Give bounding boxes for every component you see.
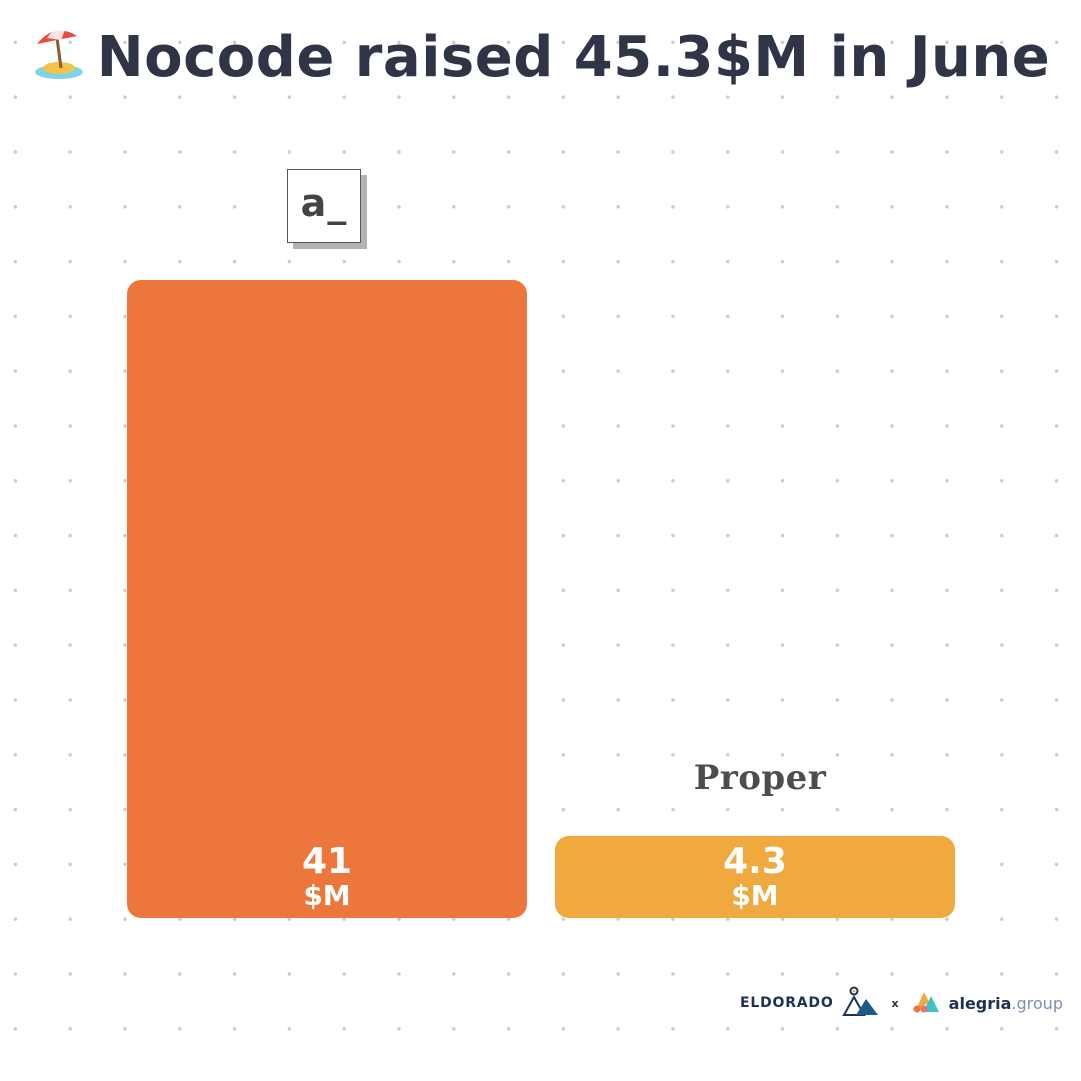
bar-value-label: 4.3 $M <box>555 844 955 910</box>
mountain-icon <box>841 986 880 1020</box>
title-text: Nocode raised 45.3$M in June <box>96 25 1051 90</box>
brand-separator: x <box>891 996 899 1010</box>
page-title: Nocode raised 45.3$M in June <box>0 22 1081 90</box>
alegria-brand: alegria <box>948 993 1012 1013</box>
bar-value-label: 41 $M <box>127 844 527 910</box>
alegria-brand-suffix: .group <box>1011 993 1063 1013</box>
footer-brands: ELDORADO x alegria .group <box>740 985 1063 1021</box>
airtable-logo: a_ <box>287 169 361 243</box>
bar-value-number: 41 <box>301 841 353 882</box>
bar-airtable <box>127 280 527 918</box>
beach-umbrella-icon <box>31 22 87 82</box>
bar-proper <box>555 836 955 918</box>
alegria-icon <box>911 988 941 1018</box>
eldorado-brand: ELDORADO <box>740 995 834 1011</box>
proper-logo: Proper <box>693 758 827 798</box>
bar-value-unit: $M <box>303 879 351 912</box>
bar-value-number: 4.3 <box>723 841 787 882</box>
bar-value-unit: $M <box>731 879 779 912</box>
